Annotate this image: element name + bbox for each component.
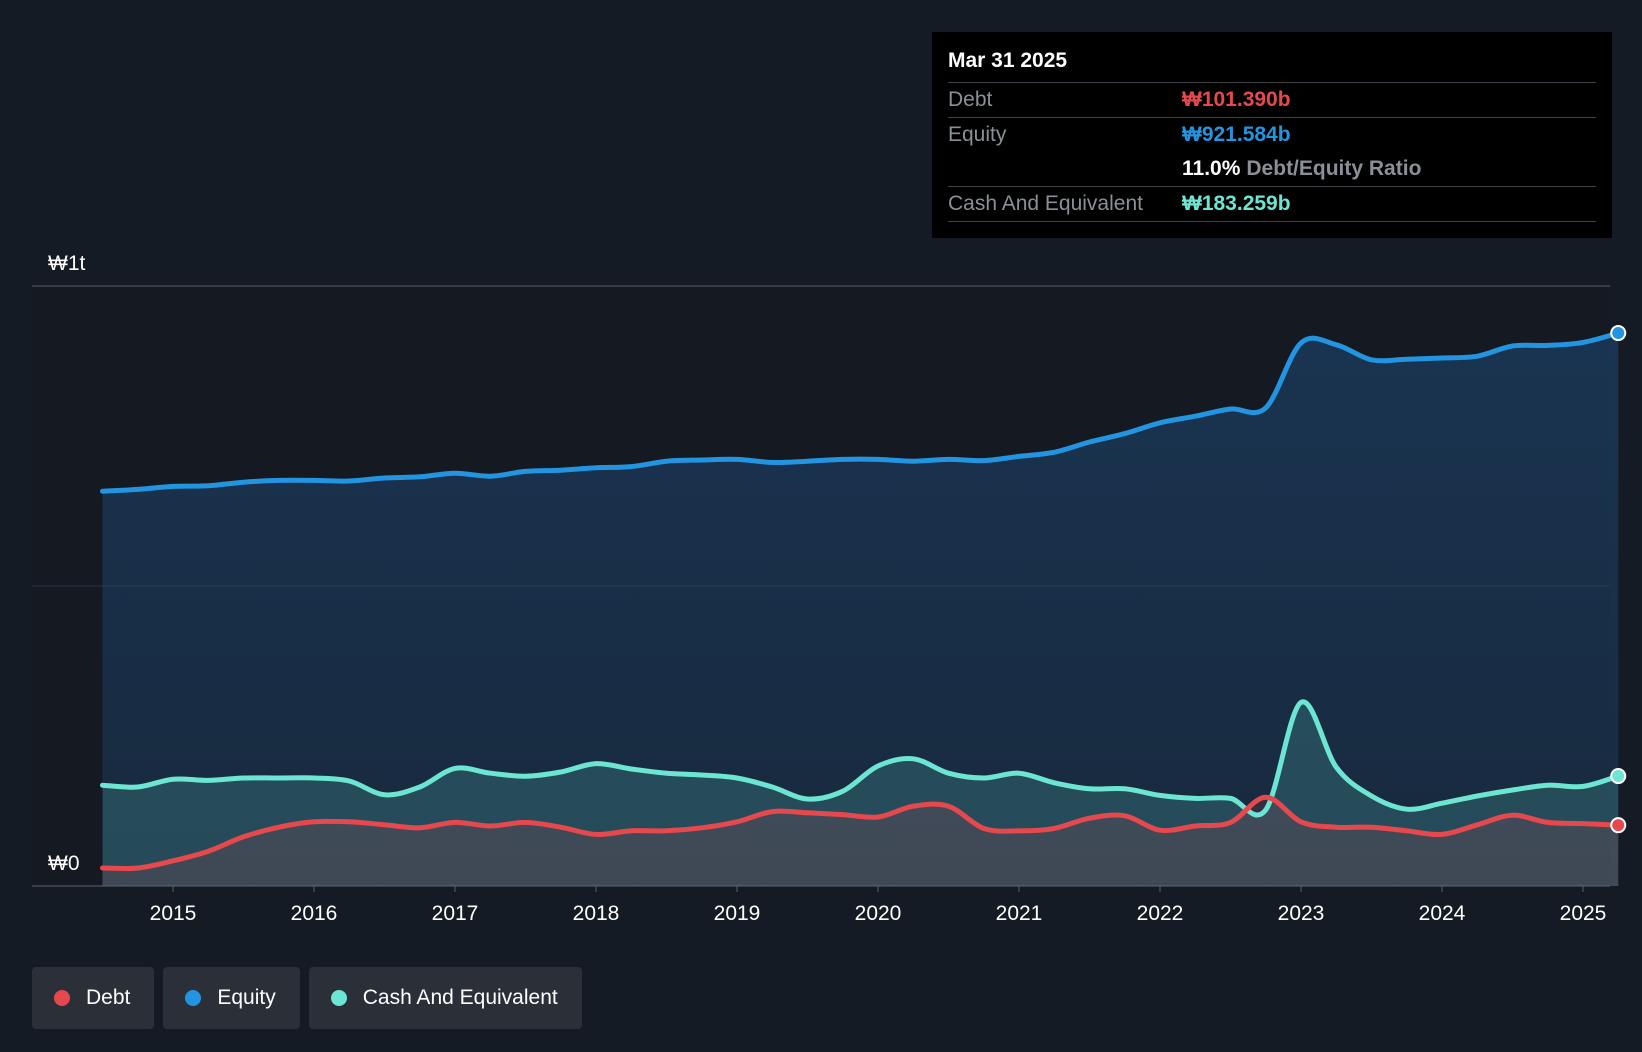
cash-and-equivalent-endpoint: [1610, 768, 1627, 785]
x-tick-label: 2025: [1560, 902, 1607, 925]
x-tick-label: 2020: [855, 902, 902, 925]
x-tick-label: 2024: [1419, 902, 1466, 925]
cash-and-equivalent-line: [100, 699, 1621, 818]
legend-label-cash: Cash And Equivalent: [362, 986, 558, 1009]
equity-dot-icon: [185, 990, 202, 1006]
legend-item-debt[interactable]: Debt: [32, 967, 155, 1029]
tooltip-equity-row: Equity ₩921.584b: [948, 118, 1596, 152]
x-tick-label: 2017: [432, 902, 479, 925]
tooltip-panel: Mar 31 2025 Debt ₩101.390b Equity ₩921.5…: [932, 32, 1612, 238]
tooltip-cash-row: Cash And Equivalent ₩183.259b: [948, 187, 1596, 222]
debt-endpoint: [1610, 817, 1627, 834]
tooltip-equity-label: Equity: [948, 123, 1007, 146]
legend-item-equity[interactable]: Equity: [163, 967, 300, 1029]
equity-endpoint: [1610, 325, 1627, 342]
tooltip-cash-value: ₩183.259b: [1182, 192, 1291, 215]
legend-label-debt: Debt: [86, 986, 131, 1009]
equity-area: [102, 333, 1619, 886]
x-tick-label: 2016: [291, 902, 338, 925]
debt-dot-icon: [54, 990, 70, 1006]
x-tick-label: 2023: [1278, 902, 1325, 925]
legend: Debt Equity Cash And Equivalent: [32, 967, 582, 1029]
tooltip-ratio-row: 11.0% Debt/Equity Ratio: [948, 152, 1596, 187]
equity-line: [100, 330, 1621, 494]
x-tick-label: 2015: [150, 902, 197, 925]
series-lines: [100, 330, 1621, 872]
x-tick-label: 2021: [996, 902, 1043, 925]
y-axis-label-bottom: ₩0: [48, 852, 80, 875]
tooltip-debt-value: ₩101.390b: [1182, 88, 1291, 111]
legend-label-equity: Equity: [217, 986, 276, 1009]
cash-dot-icon: [330, 990, 347, 1006]
tooltip-ratio-label: Debt/Equity Ratio: [1246, 157, 1422, 180]
cash-and-equivalent-area: [102, 701, 1619, 886]
x-tick-label: 2018: [573, 902, 620, 925]
x-tick-label: 2019: [714, 902, 761, 925]
x-axis-ticks: 2015 2016 2017 2018 2019 2020 2021 2022 2023 2024…: [150, 886, 1607, 925]
tooltip-ratio-value: 11.0%: [1182, 157, 1241, 180]
y-axis-label-top: ₩1t: [48, 252, 86, 275]
x-tick-label: 2022: [1137, 902, 1184, 925]
tooltip-debt-row: Debt ₩101.390b: [948, 83, 1596, 118]
tooltip-date: Mar 31 2025: [948, 46, 1596, 83]
tooltip-cash-label: Cash And Equivalent: [948, 192, 1143, 215]
tooltip-equity-value: ₩921.584b: [1182, 123, 1291, 146]
legend-item-cash[interactable]: Cash And Equivalent: [308, 967, 582, 1029]
debt-line: [100, 794, 1621, 872]
tooltip-debt-label: Debt: [948, 88, 993, 111]
series-endpoints: [1610, 325, 1627, 834]
